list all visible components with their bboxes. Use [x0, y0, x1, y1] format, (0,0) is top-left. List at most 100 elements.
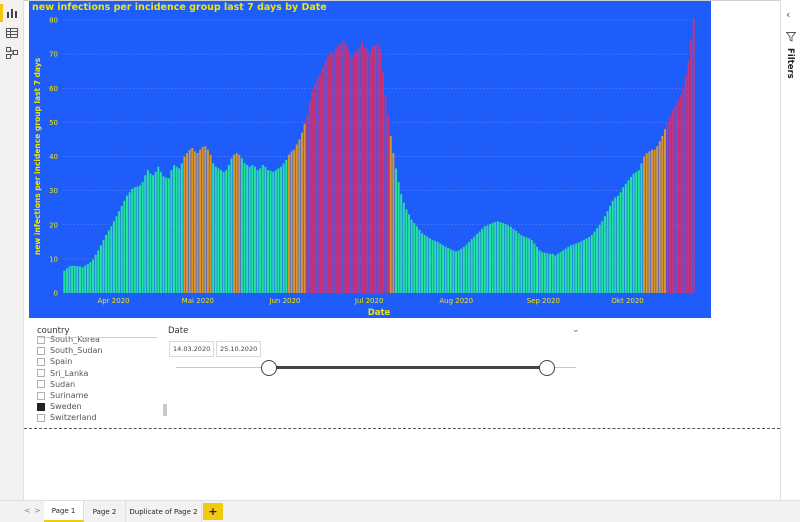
bar[interactable]	[334, 49, 337, 293]
bar[interactable]	[233, 154, 236, 293]
bar[interactable]	[556, 253, 559, 293]
bar[interactable]	[316, 78, 319, 293]
bar[interactable]	[538, 250, 541, 293]
bar[interactable]	[282, 163, 285, 293]
bar[interactable]	[619, 192, 622, 293]
country-list-scrollbar[interactable]	[163, 404, 167, 416]
bar[interactable]	[220, 170, 222, 293]
country-item[interactable]: Sweden	[37, 401, 82, 412]
bar[interactable]	[199, 149, 202, 293]
bar[interactable]	[522, 236, 525, 293]
bar[interactable]	[682, 86, 685, 293]
bar[interactable]	[502, 223, 505, 293]
bar[interactable]	[243, 163, 246, 293]
bar[interactable]	[408, 214, 411, 293]
bar[interactable]	[457, 250, 460, 293]
chevron-down-icon[interactable]: ⌄	[572, 325, 580, 335]
bar[interactable]	[149, 173, 152, 293]
bar[interactable]	[684, 74, 687, 293]
report-view-button[interactable]	[4, 5, 20, 21]
bar[interactable]	[76, 266, 79, 293]
bar[interactable]	[405, 209, 408, 293]
bar[interactable]	[112, 221, 115, 293]
country-checkbox[interactable]	[37, 413, 45, 422]
tab-page-1[interactable]: Page 1	[44, 501, 84, 522]
tab-duplicate-of-page-2[interactable]: Duplicate of Page 2	[126, 501, 202, 522]
bar[interactable]	[478, 231, 481, 293]
bar[interactable]	[293, 149, 296, 293]
bar[interactable]	[230, 158, 233, 293]
bar[interactable]	[248, 166, 251, 293]
bar[interactable]	[439, 243, 442, 293]
country-item[interactable]: Sudan	[37, 379, 75, 390]
bar[interactable]	[648, 151, 651, 293]
bar[interactable]	[423, 234, 426, 293]
bar[interactable]	[470, 239, 473, 293]
bar[interactable]	[551, 253, 554, 293]
bar[interactable]	[274, 170, 277, 293]
bar[interactable]	[525, 237, 528, 293]
bar[interactable]	[436, 241, 439, 293]
bar[interactable]	[361, 42, 364, 294]
country-checkbox[interactable]	[37, 402, 45, 411]
bar[interactable]	[637, 170, 640, 293]
bar[interactable]	[413, 223, 416, 293]
bar[interactable]	[666, 122, 669, 293]
bar[interactable]	[321, 67, 324, 294]
bar[interactable]	[455, 251, 458, 293]
bar[interactable]	[120, 205, 123, 293]
bar[interactable]	[627, 180, 630, 293]
bar[interactable]	[162, 176, 165, 293]
bar[interactable]	[601, 221, 604, 293]
bar[interactable]	[590, 234, 593, 293]
bar[interactable]	[303, 124, 306, 293]
bar[interactable]	[517, 233, 520, 293]
bar[interactable]	[468, 241, 471, 293]
bar[interactable]	[178, 168, 181, 293]
end-date-handle[interactable]	[539, 360, 555, 376]
bar[interactable]	[577, 242, 580, 293]
bar[interactable]	[92, 259, 95, 293]
bar[interactable]	[264, 166, 267, 293]
bar[interactable]	[204, 146, 207, 293]
bar[interactable]	[609, 205, 612, 293]
bar[interactable]	[528, 238, 531, 293]
bar[interactable]	[141, 182, 144, 293]
bar[interactable]	[481, 228, 484, 293]
bar[interactable]	[188, 149, 191, 293]
bar[interactable]	[543, 252, 546, 293]
bar[interactable]	[209, 154, 212, 293]
bar[interactable]	[462, 246, 465, 293]
end-date-input[interactable]: 25.10.2020	[216, 341, 262, 357]
bar[interactable]	[428, 238, 431, 293]
bar[interactable]	[217, 168, 220, 293]
bar[interactable]	[355, 50, 358, 294]
bar[interactable]	[596, 228, 599, 293]
bar[interactable]	[465, 244, 468, 293]
bar[interactable]	[277, 168, 280, 293]
bar[interactable]	[366, 49, 369, 293]
bar[interactable]	[434, 240, 437, 293]
country-item[interactable]: South_Korea	[37, 334, 100, 345]
bar[interactable]	[376, 43, 379, 294]
bar[interactable]	[280, 166, 283, 293]
bar[interactable]	[253, 166, 256, 293]
country-checkbox[interactable]	[37, 391, 45, 400]
bar[interactable]	[624, 183, 627, 293]
bar[interactable]	[139, 185, 142, 293]
bar[interactable]	[175, 166, 178, 293]
bar[interactable]	[677, 100, 680, 293]
tab-prev-button[interactable]: <	[24, 506, 31, 515]
bar[interactable]	[272, 171, 275, 293]
bar[interactable]	[611, 200, 614, 293]
country-item[interactable]: Spain	[37, 356, 72, 367]
bar[interactable]	[575, 243, 578, 293]
bar[interactable]	[246, 165, 249, 293]
bar[interactable]	[515, 230, 518, 293]
bar[interactable]	[340, 43, 343, 294]
bar[interactable]	[324, 60, 327, 294]
bar[interactable]	[287, 154, 290, 293]
bar[interactable]	[94, 254, 97, 293]
bar[interactable]	[128, 192, 131, 293]
bar[interactable]	[136, 186, 139, 293]
